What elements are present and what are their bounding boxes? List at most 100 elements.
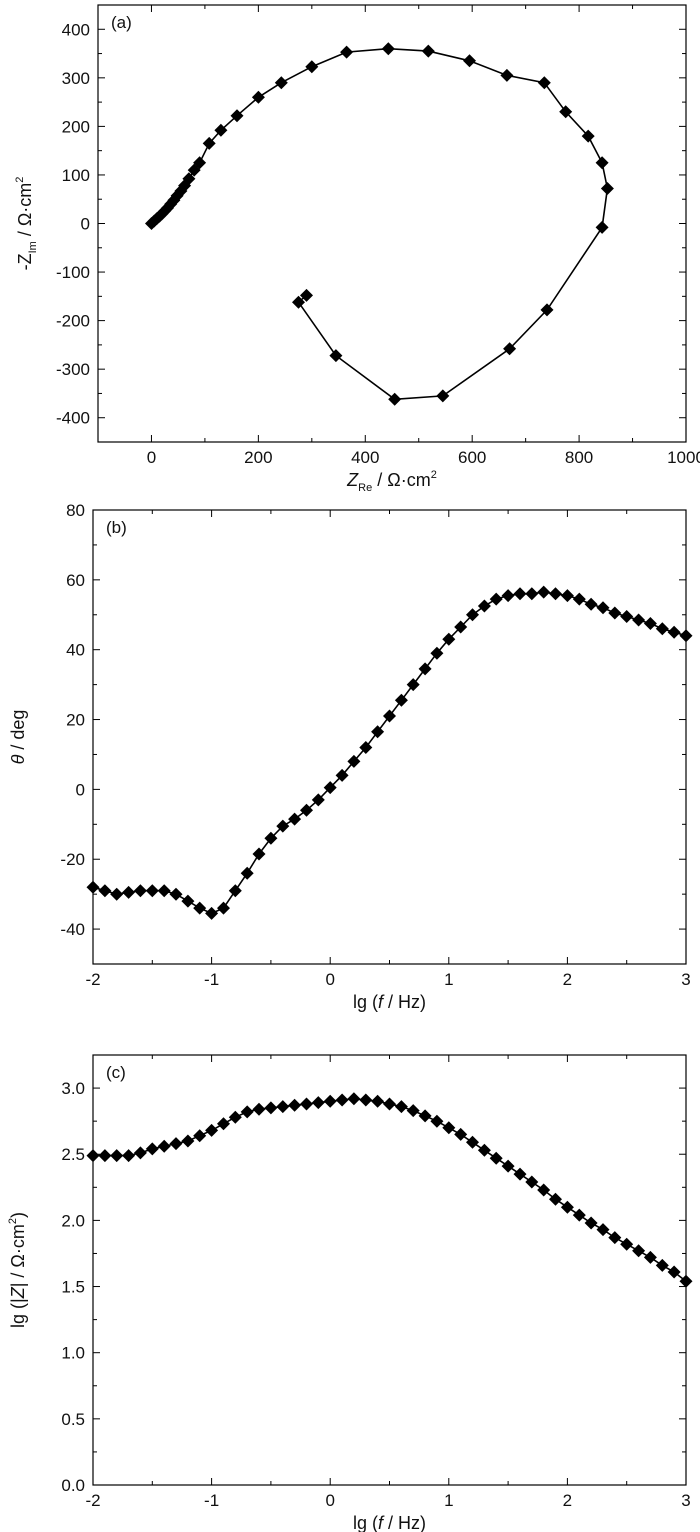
x-tick-label: 1 bbox=[444, 970, 453, 989]
data-point-marker bbox=[383, 1097, 396, 1111]
data-point-marker bbox=[477, 1143, 491, 1157]
data-point-marker bbox=[501, 589, 515, 603]
data-point-marker bbox=[371, 725, 385, 739]
data-point-marker bbox=[169, 887, 183, 901]
data-point-marker bbox=[193, 156, 207, 170]
data-point-marker bbox=[643, 617, 657, 630]
x-tick-label: 2 bbox=[563, 1491, 572, 1510]
panel-c: -2 -1 0 1 2 3 0.0 0.5 1.0 1.5 2.0 2.5 3.0 (c) lg (f / … bbox=[7, 1054, 693, 1532]
data-point-marker bbox=[205, 906, 219, 920]
data-point-marker bbox=[110, 887, 124, 901]
y-tick-label: 0.0 bbox=[61, 1476, 85, 1495]
data-point-marker bbox=[340, 45, 354, 59]
data-point-marker bbox=[323, 781, 337, 795]
data-point-marker bbox=[323, 1094, 337, 1108]
x-tick-label: 400 bbox=[351, 448, 379, 467]
y-tick-label: -300 bbox=[56, 360, 90, 379]
data-point-marker bbox=[537, 1183, 551, 1197]
data-point-marker bbox=[228, 884, 242, 898]
data-point-marker bbox=[311, 1096, 325, 1110]
data-point-marker bbox=[252, 847, 266, 861]
data-point-marker bbox=[145, 884, 159, 898]
x-tick-label: -1 bbox=[204, 1491, 219, 1510]
y-tick-label: 200 bbox=[62, 117, 90, 136]
data-point-marker bbox=[608, 606, 622, 620]
data-point-marker bbox=[182, 172, 196, 186]
series-line bbox=[92, 591, 687, 915]
data-point-marker bbox=[466, 1135, 479, 1149]
data-point-marker bbox=[430, 1114, 444, 1128]
data-point-marker bbox=[679, 629, 693, 643]
data-point-marker bbox=[335, 768, 349, 782]
axis-ticks bbox=[92, 1054, 687, 1486]
data-point-marker bbox=[276, 1100, 290, 1114]
data-point-marker bbox=[500, 68, 514, 82]
data-point-marker bbox=[181, 1134, 195, 1148]
y-tick-label: 0 bbox=[76, 780, 85, 799]
data-point-marker bbox=[276, 819, 290, 833]
data-point-marker bbox=[549, 587, 562, 601]
data-point-marker bbox=[540, 303, 554, 317]
data-point-marker bbox=[228, 1110, 242, 1124]
data-point-marker bbox=[292, 295, 305, 309]
data-point-marker bbox=[454, 1127, 468, 1141]
data-point-marker bbox=[202, 136, 216, 150]
data-point-marker bbox=[581, 129, 595, 143]
data-point-marker bbox=[584, 1216, 598, 1230]
data-point-marker bbox=[525, 1175, 539, 1189]
data-point-marker bbox=[525, 587, 539, 601]
y-tick-label: 0.5 bbox=[61, 1410, 85, 1429]
panel-label: (c) bbox=[106, 1063, 126, 1082]
y-tick-label: -20 bbox=[60, 850, 85, 869]
panel-label: (a) bbox=[111, 13, 132, 32]
data-point-marker bbox=[418, 1109, 432, 1123]
y-axis-label: -ZIm / Ω·cm2 bbox=[14, 177, 39, 271]
data-point-marker bbox=[264, 1101, 278, 1115]
y-tick-label: -200 bbox=[56, 312, 90, 331]
data-point-marker bbox=[394, 693, 408, 707]
y-tick-label: 20 bbox=[66, 711, 85, 730]
data-point-marker bbox=[667, 1265, 681, 1279]
x-tick-label: 0 bbox=[325, 1491, 334, 1510]
data-point-marker bbox=[489, 1151, 503, 1165]
data-point-marker bbox=[454, 620, 468, 634]
x-tick-label: 2 bbox=[563, 970, 572, 989]
data-point-marker bbox=[329, 349, 343, 363]
data-point-marker bbox=[86, 1149, 100, 1163]
y-tick-label: 3.0 bbox=[61, 1079, 85, 1098]
data-point-marker bbox=[214, 123, 228, 137]
data-point-marker bbox=[489, 592, 503, 606]
plot-frame bbox=[92, 509, 687, 965]
data-point-marker bbox=[181, 894, 195, 908]
data-point-marker bbox=[252, 1102, 266, 1116]
data-point-marker bbox=[477, 599, 491, 613]
data-point-marker bbox=[430, 646, 444, 660]
data-point-marker bbox=[98, 1149, 112, 1163]
data-point-marker bbox=[288, 1098, 302, 1112]
x-tick-label: 3 bbox=[681, 970, 690, 989]
data-point-marker bbox=[503, 342, 517, 356]
data-point-marker bbox=[274, 76, 288, 90]
panel-label: (b) bbox=[106, 518, 127, 537]
data-point-marker bbox=[264, 831, 278, 845]
data-point-marker bbox=[406, 678, 420, 692]
data-point-marker bbox=[679, 1274, 693, 1288]
data-point-marker bbox=[549, 1192, 562, 1206]
data-point-marker bbox=[442, 632, 456, 646]
data-point-marker bbox=[383, 709, 396, 723]
data-point-marker bbox=[193, 1129, 207, 1143]
x-tick-label: 1 bbox=[444, 1491, 453, 1510]
data-point-marker bbox=[240, 1105, 254, 1119]
data-point-marker bbox=[300, 803, 313, 817]
data-point-marker bbox=[157, 1139, 171, 1153]
data-point-marker bbox=[632, 1244, 646, 1258]
x-tick-label: 200 bbox=[244, 448, 272, 467]
data-point-marker bbox=[86, 880, 100, 894]
data-point-marker bbox=[643, 1250, 657, 1264]
y-tick-label: 2.5 bbox=[61, 1145, 85, 1164]
y-tick-label: 400 bbox=[62, 20, 90, 39]
data-point-marker bbox=[217, 901, 230, 915]
y-tick-label: 300 bbox=[62, 69, 90, 88]
data-point-marker bbox=[418, 662, 432, 676]
